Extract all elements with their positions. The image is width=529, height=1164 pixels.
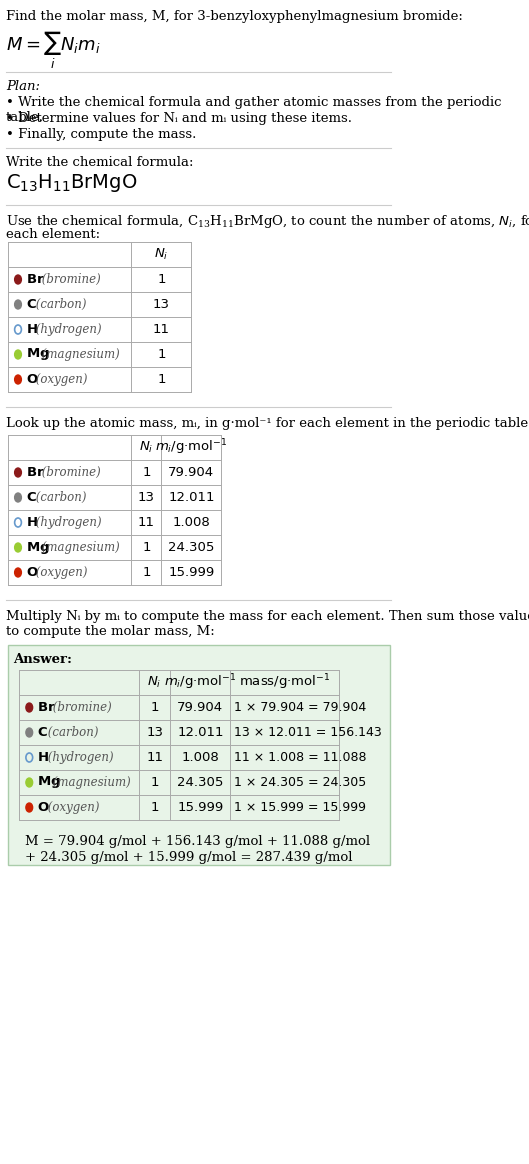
Text: Plan:: Plan: (6, 80, 40, 93)
Text: 1: 1 (150, 801, 159, 814)
Text: • Write the chemical formula and gather atomic masses from the periodic table.: • Write the chemical formula and gather … (6, 95, 501, 125)
Text: 1: 1 (150, 776, 159, 789)
Text: Answer:: Answer: (14, 653, 72, 666)
Text: 1: 1 (157, 348, 166, 361)
Text: $\bf{Mg}$: $\bf{Mg}$ (25, 539, 49, 555)
Text: Use the chemical formula, $\mathregular{C_{13}H_{11}}$BrMgO, to count the number: Use the chemical formula, $\mathregular{… (6, 213, 529, 230)
Text: $\bf{O}$: $\bf{O}$ (37, 801, 49, 814)
Text: 15.999: 15.999 (177, 801, 224, 814)
Text: Look up the atomic mass, mᵢ, in g·mol⁻¹ for each element in the periodic table:: Look up the atomic mass, mᵢ, in g·mol⁻¹ … (6, 417, 529, 430)
Text: $\bf{C}$: $\bf{C}$ (25, 298, 37, 311)
Text: 13: 13 (153, 298, 170, 311)
Text: 1: 1 (150, 701, 159, 714)
Text: (oxygen): (oxygen) (32, 566, 88, 579)
Text: 13: 13 (138, 491, 155, 504)
Text: + 24.305 g/mol + 15.999 g/mol = 287.439 g/mol: + 24.305 g/mol + 15.999 g/mol = 287.439 … (25, 851, 352, 864)
Text: (magnesium): (magnesium) (38, 348, 119, 361)
Text: 11: 11 (153, 322, 170, 336)
Text: $\bf{H}$: $\bf{H}$ (25, 322, 38, 336)
Text: $\bf{O}$: $\bf{O}$ (25, 372, 38, 386)
Text: $M = \sum_i N_i m_i$: $M = \sum_i N_i m_i$ (6, 30, 101, 71)
Circle shape (15, 350, 21, 359)
Circle shape (15, 542, 21, 552)
Text: 1: 1 (142, 566, 151, 579)
Text: $\bf{C}$: $\bf{C}$ (25, 491, 37, 504)
Text: 15.999: 15.999 (168, 566, 214, 579)
Text: (bromine): (bromine) (49, 701, 112, 714)
Text: each element:: each element: (6, 228, 100, 241)
Text: M = 79.904 g/mol + 156.143 g/mol + 11.088 g/mol: M = 79.904 g/mol + 156.143 g/mol + 11.08… (25, 835, 370, 849)
Text: 1: 1 (157, 372, 166, 386)
Text: $m_i$/g·mol$^{-1}$: $m_i$/g·mol$^{-1}$ (155, 438, 227, 457)
Text: (hydrogen): (hydrogen) (32, 322, 102, 336)
Text: • Determine values for Nᵢ and mᵢ using these items.: • Determine values for Nᵢ and mᵢ using t… (6, 112, 352, 125)
Text: Write the chemical formula:: Write the chemical formula: (6, 156, 194, 169)
Text: (carbon): (carbon) (32, 298, 87, 311)
Circle shape (26, 778, 33, 787)
Text: $\bf{Br}$: $\bf{Br}$ (37, 701, 56, 714)
Text: 12.011: 12.011 (168, 491, 215, 504)
Text: $\bf{H}$: $\bf{H}$ (37, 751, 49, 764)
Circle shape (15, 275, 21, 284)
Text: (magnesium): (magnesium) (38, 541, 119, 554)
Text: (oxygen): (oxygen) (43, 801, 99, 814)
Circle shape (26, 703, 33, 712)
Text: 1 × 24.305 = 24.305: 1 × 24.305 = 24.305 (234, 776, 367, 789)
Text: 1 × 79.904 = 79.904: 1 × 79.904 = 79.904 (234, 701, 367, 714)
Text: (magnesium): (magnesium) (49, 776, 131, 789)
Text: 24.305: 24.305 (168, 541, 215, 554)
Text: (hydrogen): (hydrogen) (32, 516, 102, 528)
Text: $m_i$/g·mol$^{-1}$: $m_i$/g·mol$^{-1}$ (164, 673, 236, 693)
Circle shape (15, 494, 21, 502)
Text: • Finally, compute the mass.: • Finally, compute the mass. (6, 128, 196, 141)
FancyBboxPatch shape (7, 645, 389, 865)
Text: (carbon): (carbon) (43, 726, 98, 739)
Text: (bromine): (bromine) (38, 274, 101, 286)
Text: 11: 11 (146, 751, 163, 764)
Text: 1: 1 (157, 274, 166, 286)
Text: 1.008: 1.008 (172, 516, 210, 528)
Text: (hydrogen): (hydrogen) (43, 751, 113, 764)
Text: (carbon): (carbon) (32, 491, 87, 504)
Text: Multiply Nᵢ by mᵢ to compute the mass for each element. Then sum those values
to: Multiply Nᵢ by mᵢ to compute the mass fo… (6, 610, 529, 638)
Text: $N_i$: $N_i$ (148, 675, 162, 690)
Text: 13 × 12.011 = 156.143: 13 × 12.011 = 156.143 (234, 726, 382, 739)
Text: $\bf{C}$: $\bf{C}$ (37, 726, 48, 739)
Text: 1 × 15.999 = 15.999: 1 × 15.999 = 15.999 (234, 801, 366, 814)
Text: 24.305: 24.305 (177, 776, 224, 789)
Circle shape (26, 728, 33, 737)
Text: mass/g·mol$^{-1}$: mass/g·mol$^{-1}$ (239, 673, 331, 693)
Text: (oxygen): (oxygen) (32, 372, 88, 386)
Text: $\bf{Mg}$: $\bf{Mg}$ (37, 774, 60, 790)
Text: $\bf{Br}$: $\bf{Br}$ (25, 466, 44, 480)
Text: 12.011: 12.011 (177, 726, 224, 739)
Text: $\bf{Mg}$: $\bf{Mg}$ (25, 347, 49, 362)
Text: $N_i$: $N_i$ (139, 440, 153, 455)
Text: 13: 13 (146, 726, 163, 739)
Text: 1: 1 (142, 466, 151, 480)
Text: 1.008: 1.008 (181, 751, 219, 764)
Text: $\bf{O}$: $\bf{O}$ (25, 566, 38, 579)
Circle shape (15, 300, 21, 308)
Text: 11 × 1.008 = 11.088: 11 × 1.008 = 11.088 (234, 751, 367, 764)
Text: Find the molar mass, M, for 3-benzyloxyphenylmagnesium bromide:: Find the molar mass, M, for 3-benzyloxyp… (6, 10, 463, 23)
Text: $\mathregular{C_{13}H_{11}BrMgO}$: $\mathregular{C_{13}H_{11}BrMgO}$ (6, 172, 138, 194)
Text: $\bf{H}$: $\bf{H}$ (25, 516, 38, 528)
Circle shape (15, 568, 21, 577)
Text: 1: 1 (142, 541, 151, 554)
Circle shape (15, 468, 21, 477)
Circle shape (15, 375, 21, 384)
Circle shape (26, 803, 33, 812)
Text: $N_i$: $N_i$ (154, 247, 169, 262)
Text: 79.904: 79.904 (177, 701, 223, 714)
Text: $\bf{Br}$: $\bf{Br}$ (25, 274, 44, 286)
Text: 11: 11 (138, 516, 155, 528)
Text: 79.904: 79.904 (168, 466, 214, 480)
Text: (bromine): (bromine) (38, 466, 101, 480)
